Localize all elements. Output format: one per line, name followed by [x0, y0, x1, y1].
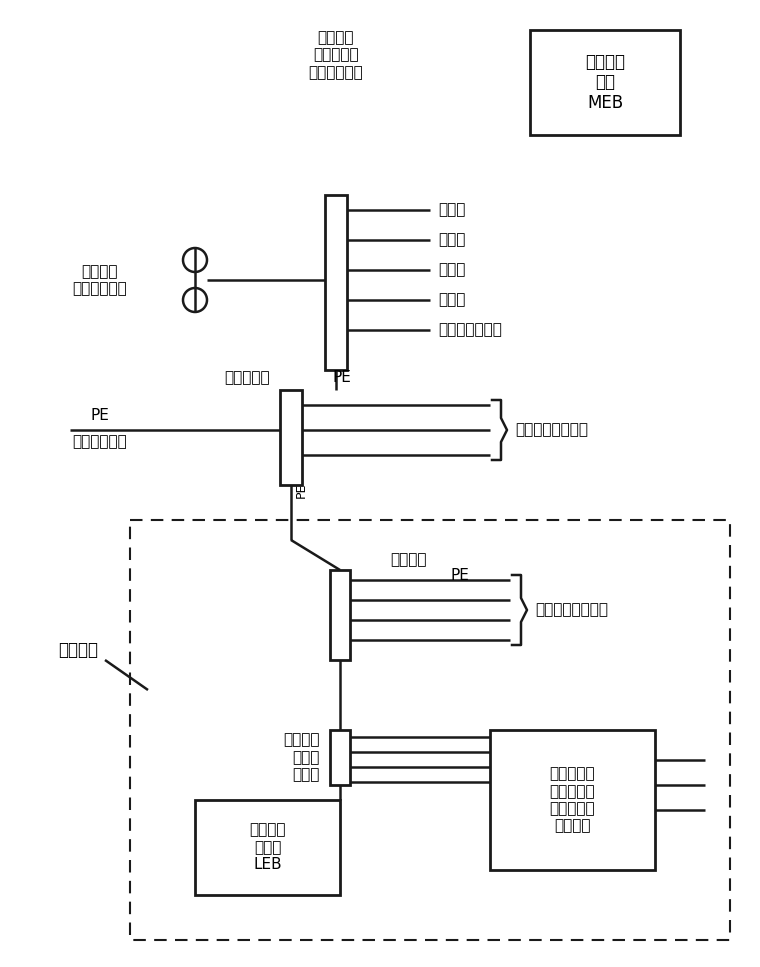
Bar	[330, 730, 350, 785]
Text: 接地极或
其它接地措施: 接地极或 其它接地措施	[73, 264, 128, 296]
Bar	[280, 390, 302, 485]
Text: 局部场所: 局部场所	[58, 641, 98, 659]
Text: （假如有时）: （假如有时）	[73, 434, 128, 450]
Bar	[130, 520, 730, 940]
Text: 至用电设备及插座: 至用电设备及插座	[515, 423, 588, 437]
Text: 至电气装置
外的金属管
道及建筑物
金属结构: 至电气装置 外的金属管 道及建筑物 金属结构	[549, 767, 595, 834]
Text: PE: PE	[333, 370, 351, 386]
Bar	[490, 730, 655, 870]
Text: 进线配电箱: 进线配电箱	[224, 370, 270, 386]
Text: 煤气管: 煤气管	[438, 262, 465, 278]
Bar	[530, 30, 680, 135]
Text: 局部等电
位联结
LEB: 局部等电 位联结 LEB	[249, 823, 286, 872]
Bar	[195, 800, 340, 895]
Text: PE: PE	[295, 483, 308, 498]
Text: 至用电设备及插座: 至用电设备及插座	[535, 602, 608, 618]
Text: 局部等电
位联结
端子板: 局部等电 位联结 端子板	[283, 733, 320, 782]
Bar	[325, 195, 347, 370]
Text: 分配电箱: 分配电箱	[390, 552, 426, 568]
Text: PE: PE	[90, 407, 109, 423]
Text: PE: PE	[450, 568, 469, 582]
Text: 建筑物金属结构: 建筑物金属结构	[438, 323, 502, 337]
Text: 接地母排
（总等电位
联结端子板）: 接地母排 （总等电位 联结端子板）	[309, 30, 363, 80]
Text: 总等电位
联结
MEB: 总等电位 联结 MEB	[585, 52, 625, 112]
Text: 下水管: 下水管	[438, 232, 465, 248]
Text: 上水管: 上水管	[438, 202, 465, 218]
Bar	[330, 570, 350, 660]
Text: 暖气管: 暖气管	[438, 292, 465, 308]
